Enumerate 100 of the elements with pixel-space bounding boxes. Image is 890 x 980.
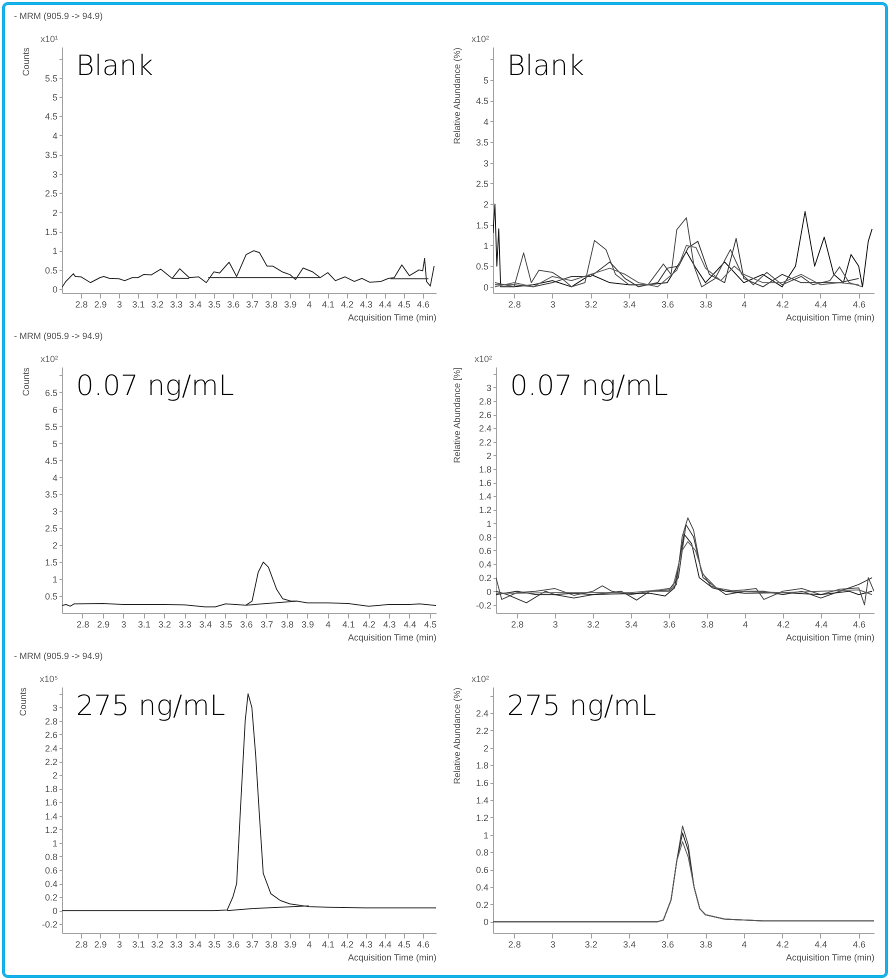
- x-tick-label: 4.4: [814, 300, 828, 310]
- y-tick-label: 2.6: [44, 730, 58, 740]
- x-tick-label: 4.6: [853, 620, 866, 630]
- y-tick-label: 3.5: [44, 150, 58, 160]
- x-tick-label: 3.7: [260, 620, 274, 630]
- x-tick-label: 3.6: [240, 620, 253, 630]
- x-tick-label: 4.5: [398, 300, 410, 310]
- x-tick-label: 3.2: [158, 620, 171, 630]
- x-tick-label: 3.3: [170, 300, 183, 310]
- y-tick-label: 0.6: [478, 546, 492, 556]
- x-tick-label: 3.5: [208, 300, 221, 310]
- x-tick-label: 3: [116, 300, 122, 310]
- x-tick-label: 3.5: [220, 620, 232, 630]
- y-tick-label: 3: [52, 702, 58, 713]
- y-tick-label: 1: [486, 518, 492, 529]
- y-tick-label: 0.8: [476, 848, 488, 858]
- y-tick-label: 3: [486, 382, 492, 393]
- y-tick-label: -0.2: [476, 600, 492, 610]
- y-tick-label: 4.5: [44, 456, 58, 466]
- y-tick-label: 0.2: [478, 573, 492, 584]
- y-tick-label: 0: [486, 586, 492, 597]
- x-tick-label: 2.9: [94, 300, 107, 310]
- x-tick-label: 4.2: [776, 940, 789, 950]
- y-tick-label: 1.6: [44, 798, 58, 808]
- y-tick-label: 4.5: [44, 112, 58, 122]
- x-tick-label: 4.6: [416, 940, 430, 950]
- x-tick-label: 3.4: [199, 620, 212, 630]
- y-tick-label: 0.2: [476, 900, 488, 910]
- text: x10⁵: [40, 674, 58, 684]
- x-tick-label: 3.6: [661, 300, 674, 310]
- y-tick-label: 2.5: [44, 188, 58, 199]
- y-tick-label: 6.5: [44, 388, 58, 398]
- x-tick-label: 3: [550, 300, 556, 310]
- y-tick-label: 2: [52, 208, 58, 218]
- y-tick-label: 1.5: [476, 220, 488, 230]
- x-axis-title: Acquisition Time (min): [348, 632, 436, 642]
- text: x10²: [471, 674, 489, 684]
- y-tick-label: 2: [52, 540, 58, 551]
- x-tick-label: 3.6: [227, 300, 240, 310]
- x-tick-label: 3.3: [170, 940, 183, 950]
- x-tick-label: 4.1: [322, 300, 335, 310]
- y-axis-title: Counts: [20, 367, 31, 396]
- y-tick-label: 0.4: [478, 560, 492, 570]
- x-tick-label: 4.1: [322, 940, 335, 950]
- x-tick-label: 3.4: [189, 300, 202, 310]
- x-tick-label: 4.2: [362, 620, 376, 630]
- y-tick-label: 1.2: [44, 824, 58, 835]
- x-tick-label: 3.1: [138, 620, 151, 630]
- y-tick-label: 2.5: [476, 178, 488, 189]
- x-tick-label: 3.8: [701, 620, 714, 630]
- x-tick-label: 3: [552, 620, 558, 630]
- x-tick-label: 4.3: [360, 300, 373, 310]
- x-tick-label: 4.4: [378, 300, 392, 310]
- y-tick-label: 5: [52, 438, 58, 449]
- x-tick-label: 3.9: [301, 620, 314, 630]
- y-tick-label: 1: [483, 240, 488, 251]
- x-tick-label: 3.2: [587, 620, 600, 630]
- x-tick-label: 4.2: [341, 300, 354, 310]
- y-tick-label: 1.5: [44, 558, 58, 568]
- y-axis-title: Counts: [20, 47, 31, 76]
- y-tick-label: 1: [483, 830, 488, 840]
- x-tick-label: 4.1: [342, 620, 355, 630]
- x-tick-label: 3.1: [132, 300, 145, 310]
- y-tick-label: 0.5: [44, 592, 58, 602]
- y-tick-label: 4: [52, 472, 58, 483]
- x-tick-label: 4.6: [852, 940, 866, 950]
- x-axis-title: Acquisition Time (min): [348, 952, 436, 962]
- x-tick-label: 3.2: [151, 300, 164, 310]
- y-tick-label: 2: [52, 770, 58, 781]
- x-tick-label: 3.8: [700, 300, 712, 310]
- y-tick-label: 2.5: [44, 524, 58, 534]
- y-tick-label: 1.6: [478, 478, 492, 488]
- y-tick-label: 2.2: [476, 726, 488, 736]
- x-tick-label: 4: [742, 940, 747, 950]
- x-tick-label: 4: [326, 620, 331, 630]
- y-tick-label: 0.8: [44, 852, 58, 862]
- x-tick-label: 3.4: [189, 940, 202, 950]
- annotation: 275 ng/mL: [507, 689, 656, 722]
- x-tick-label: 3.6: [227, 940, 240, 950]
- y-tick-label: 0.2: [44, 892, 58, 903]
- x-tick-label: 4.2: [341, 940, 354, 950]
- x-tick-label: 4.4: [814, 940, 828, 950]
- annotation: Blank: [507, 49, 584, 82]
- y-tick-label: 2.2: [44, 757, 58, 768]
- y-tick-label: 0.4: [476, 882, 488, 892]
- x-tick-label: 3: [121, 620, 126, 630]
- x-tick-label: 3.6: [661, 940, 674, 950]
- y-tick-label: 0.6: [44, 865, 58, 876]
- x-axis-title: Acquisition Time (min): [348, 312, 436, 322]
- x-tick-label: 2.8: [508, 300, 521, 310]
- y-axis-title: Relative Abundance (%): [452, 688, 462, 784]
- x-tick-label: 4.4: [404, 620, 416, 630]
- annotation: 275 ng/mL: [76, 689, 226, 722]
- x-tick-label: 4.3: [360, 940, 373, 950]
- y-tick-label: 2: [486, 450, 492, 461]
- text: x10²: [40, 354, 58, 364]
- y-tick-label: -0.2: [42, 920, 58, 930]
- x-tick-label: 4.4: [815, 620, 828, 630]
- x-tick-label: 3.9: [284, 940, 297, 950]
- x-tick-label: 2.9: [94, 940, 107, 950]
